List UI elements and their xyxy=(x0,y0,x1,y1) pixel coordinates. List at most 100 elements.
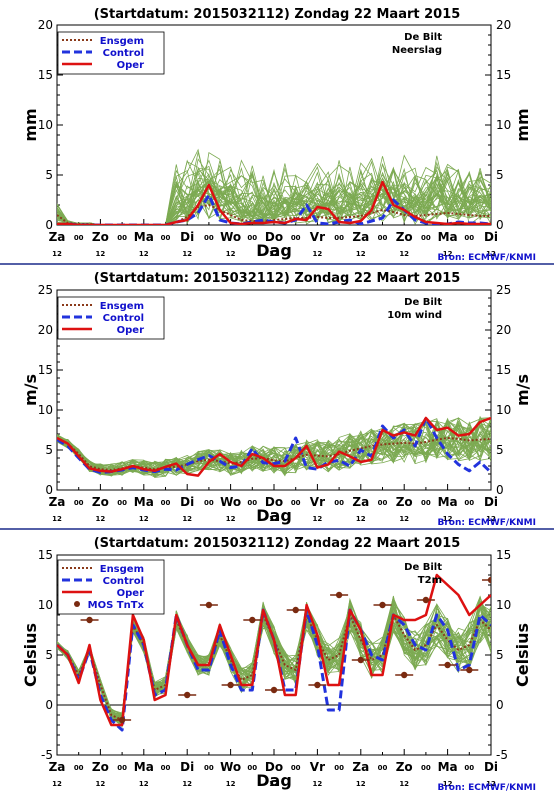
mos-point xyxy=(205,601,213,609)
y-tick-label-left: 10 xyxy=(38,403,53,417)
y-tick-label-left: 25 xyxy=(38,283,53,297)
y-tick-label-right: 10 xyxy=(496,118,511,132)
x-midnight-label: 00 xyxy=(421,499,431,507)
x-midnight-label: 00 xyxy=(378,764,388,772)
y-tick-label-left: 20 xyxy=(38,18,53,32)
x-day-label: Di xyxy=(484,495,498,509)
y-tick-label-left: 10 xyxy=(38,118,53,132)
x-day-label: Zo xyxy=(92,230,109,244)
y-axis-label-left: Celsius xyxy=(21,623,40,687)
x-day-label: Vr xyxy=(310,495,325,509)
x-hour-label: 12 xyxy=(139,780,149,788)
ensemble-member-line xyxy=(57,599,491,719)
y-tick-label-right: 15 xyxy=(496,548,511,562)
x-day-label: Wo xyxy=(220,230,241,244)
ensemble-member-line xyxy=(57,165,491,225)
mos-point xyxy=(379,601,386,609)
legend-label-oper: Oper xyxy=(117,588,144,599)
ensemble-member-line xyxy=(57,156,491,225)
y-axis-label-left: m/s xyxy=(21,374,40,406)
mos-point xyxy=(118,716,126,724)
x-day-label: Di xyxy=(180,495,194,509)
x-midnight-label: 00 xyxy=(378,499,388,507)
chart-title: (Startdatum: 2015032112) Zondag 22 Maart… xyxy=(94,7,461,22)
legend-label-oper: Oper xyxy=(117,60,144,71)
x-day-label: Zo xyxy=(396,495,413,509)
mos-point xyxy=(292,606,299,614)
legend-label-control: Control xyxy=(103,313,144,324)
y-tick-label-right: 25 xyxy=(496,283,511,297)
y-tick-label-right: 10 xyxy=(496,598,511,612)
mos-point xyxy=(422,596,430,604)
ensemble-member-line xyxy=(57,164,491,225)
x-midnight-label: 00 xyxy=(117,234,127,242)
x-axis-label: Dag xyxy=(256,241,292,260)
x-midnight-label: 00 xyxy=(247,764,257,772)
legend-label-mos-tntx: MOS TnTx xyxy=(88,600,145,611)
panel-t2m: (Startdatum: 2015032112) Zondag 22 Maart… xyxy=(21,536,536,793)
x-day-label: Za xyxy=(352,760,369,774)
mos-point xyxy=(270,686,278,694)
plot-area xyxy=(57,148,491,225)
y-tick-label-right: -5 xyxy=(496,748,508,762)
x-hour-label: 12 xyxy=(52,250,62,258)
x-hour-label: 12 xyxy=(139,515,149,523)
mos-point xyxy=(466,666,473,674)
variable-label: T2m xyxy=(418,575,442,586)
x-day-label: Di xyxy=(180,760,194,774)
x-day-label: Zo xyxy=(396,230,413,244)
series-line-oper xyxy=(57,573,491,727)
y-tick-label-left: 0 xyxy=(45,218,53,232)
legend-label-control: Control xyxy=(103,576,144,587)
x-hour-label: 12 xyxy=(486,515,496,523)
panel-neerslag: (Startdatum: 2015032112) Zondag 22 Maart… xyxy=(21,7,536,263)
y-axis-label-right: mm xyxy=(513,108,532,141)
y-tick-label-right: 5 xyxy=(496,443,504,457)
x-hour-label: 12 xyxy=(443,515,453,523)
x-midnight-label: 00 xyxy=(161,764,171,772)
x-hour-label: 12 xyxy=(313,780,323,788)
x-hour-label: 12 xyxy=(313,250,323,258)
y-tick-label-right: 15 xyxy=(496,363,511,377)
x-axis-label: Dag xyxy=(256,506,292,525)
y-tick-label-right: 0 xyxy=(496,218,504,232)
x-day-label: Vr xyxy=(310,230,325,244)
variable-label: 10m wind xyxy=(387,310,442,321)
x-midnight-label: 00 xyxy=(247,499,257,507)
ensemble-member-line xyxy=(57,163,491,225)
x-day-label: Di xyxy=(180,230,194,244)
x-midnight-label: 00 xyxy=(291,234,301,242)
plot-area xyxy=(57,415,491,478)
variable-label: Neerslag xyxy=(392,45,442,56)
source-credit: Bron: ECMWF/KNMI xyxy=(437,518,536,528)
y-tick-label-right: 0 xyxy=(496,698,504,712)
x-midnight-label: 00 xyxy=(247,234,257,242)
x-midnight-label: 00 xyxy=(204,764,214,772)
x-day-label: Di xyxy=(484,760,498,774)
x-midnight-label: 00 xyxy=(117,764,127,772)
x-hour-label: 12 xyxy=(313,515,323,523)
x-midnight-label: 00 xyxy=(291,499,301,507)
x-hour-label: 12 xyxy=(182,780,192,788)
mos-point xyxy=(335,591,343,599)
source-credit: Bron: ECMWF/KNMI xyxy=(437,253,536,263)
y-tick-label-right: 10 xyxy=(496,403,511,417)
x-midnight-label: 00 xyxy=(464,764,474,772)
ensemble-member-line xyxy=(57,152,491,225)
x-midnight-label: 00 xyxy=(334,764,344,772)
mos-point xyxy=(487,576,491,584)
x-day-label: Za xyxy=(352,230,369,244)
x-day-label: Ma xyxy=(438,760,458,774)
x-day-label: Za xyxy=(352,495,369,509)
legend-label-oper: Oper xyxy=(117,325,144,336)
x-hour-label: 12 xyxy=(486,780,496,788)
y-tick-label-left: 0 xyxy=(45,698,53,712)
ensemble-member-line xyxy=(57,162,491,225)
y-axis-label-right: m/s xyxy=(513,374,532,406)
series-line-control xyxy=(57,416,491,474)
x-hour-label: 12 xyxy=(399,780,409,788)
series-line-oper xyxy=(57,180,491,225)
x-midnight-label: 00 xyxy=(334,234,344,242)
